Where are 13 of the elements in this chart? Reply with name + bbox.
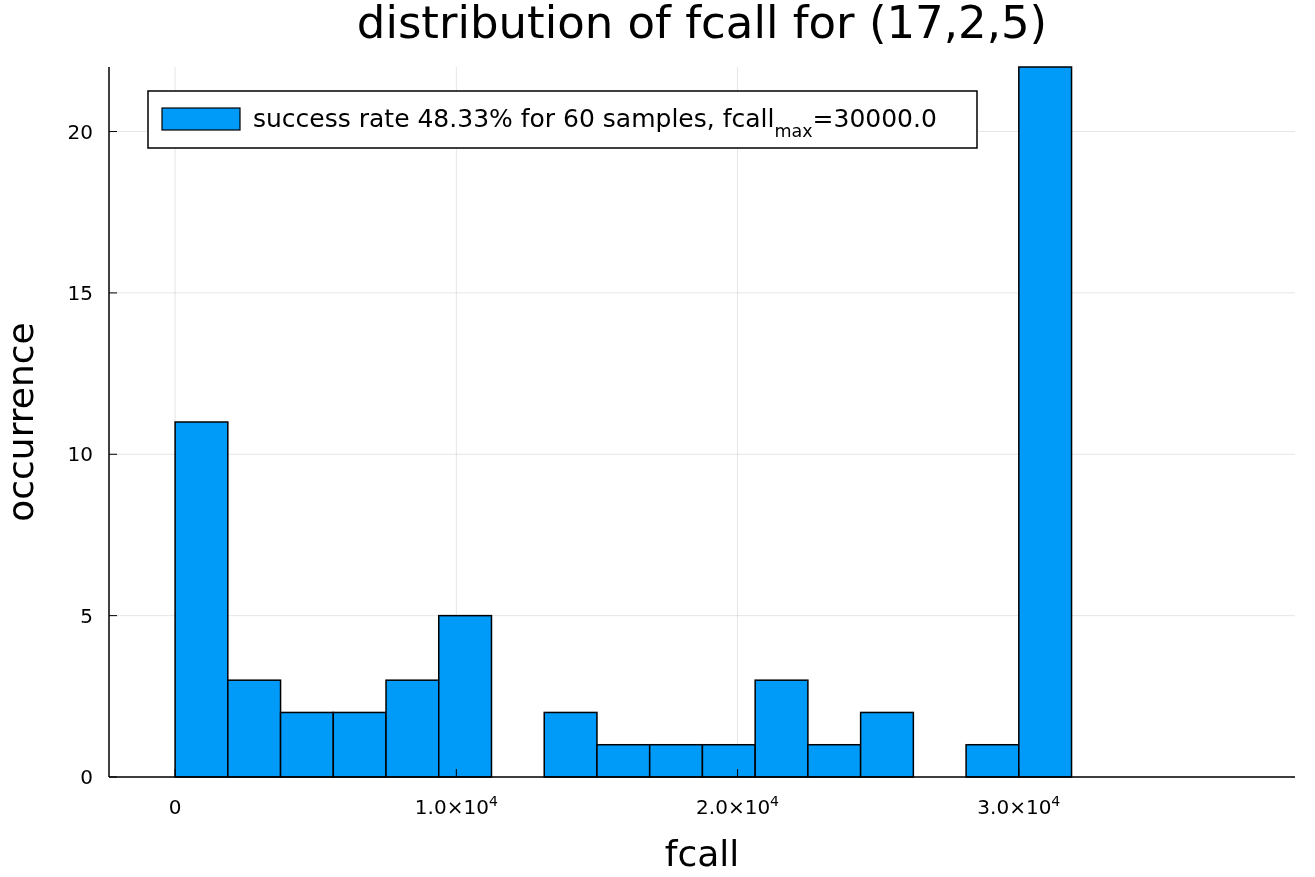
x-tick-label: 1.0×10$^{4}$ xyxy=(414,793,498,819)
x-tick-label: 2.0×10$^{4}$ xyxy=(696,793,780,819)
x-tick-label: 0 xyxy=(168,795,182,819)
x-axis-title: fcall xyxy=(664,833,740,874)
y-tick-label: 0 xyxy=(80,765,93,789)
y-tick-label: 20 xyxy=(67,119,93,144)
legend-label: success rate 48.33% for 60 samples, fcall$_{max}$=30000.0 xyxy=(253,104,937,141)
chart-title: distribution of fcall for (17,2,5) xyxy=(356,0,1048,49)
y-tick-label: 5 xyxy=(80,603,93,628)
y-tick-label: 10 xyxy=(67,442,93,467)
y-axis-title: occurrence xyxy=(0,322,41,522)
y-tick-label: 15 xyxy=(67,280,93,305)
x-tick-label: 3.0×10$^{4}$ xyxy=(977,793,1061,819)
